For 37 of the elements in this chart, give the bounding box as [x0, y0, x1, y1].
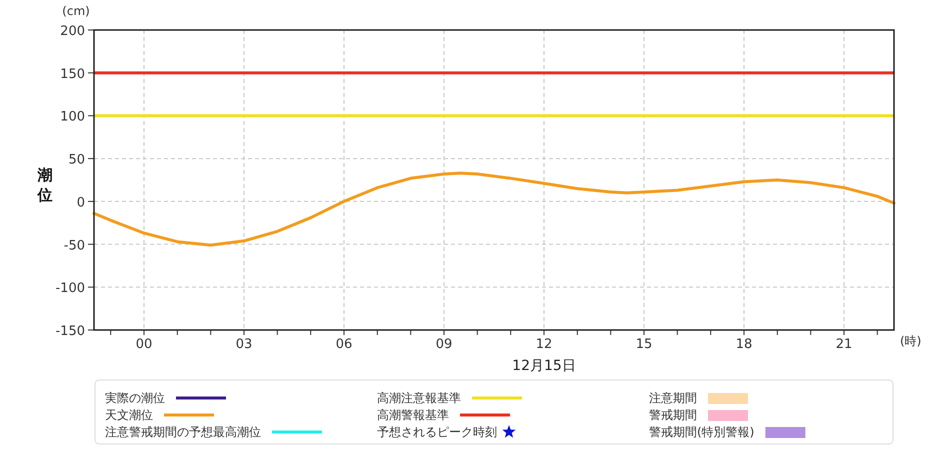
x-tick-label: 03	[236, 337, 252, 352]
y-tick-label: -150	[55, 324, 85, 339]
x-tick-label: 18	[736, 337, 752, 352]
y-tick-label: -50	[64, 238, 85, 254]
legend-item: 高潮警報基準	[377, 408, 510, 422]
y-tick-label: 0	[76, 195, 85, 210]
x-axis-title: (時)	[900, 334, 922, 348]
legend-item: 注意期間	[649, 391, 748, 405]
legend-item: 実際の潮位	[105, 391, 226, 405]
x-tick-label: 00	[136, 337, 152, 352]
legend-item: 警戒期間	[649, 408, 748, 422]
legend-item: 天文潮位	[105, 408, 214, 422]
text: (cm)	[62, 4, 90, 18]
legend-label: 注意期間	[649, 391, 697, 405]
x-tick-label: 21	[836, 337, 852, 352]
y-axis-title: 潮位	[36, 166, 52, 204]
x-tick-label: 09	[436, 337, 452, 352]
legend-label: 高潮警報基準	[377, 408, 449, 422]
legend-label: 高潮注意報基準	[377, 391, 461, 405]
legend-item: 注意警戒期間の予想最高潮位	[105, 425, 322, 439]
x-tick-label: 15	[636, 337, 652, 352]
legend-item: 警戒期間(特別警報)	[649, 425, 806, 439]
legend-label: 警戒期間	[649, 408, 697, 422]
x-tick-label: 12	[536, 337, 552, 352]
legend-item: 予想されるピーク時刻	[377, 425, 516, 439]
legend-label: 実際の潮位	[105, 391, 165, 405]
y-tick-label: 200	[60, 24, 85, 39]
legend-label: 注意警戒期間の予想最高潮位	[105, 425, 261, 439]
y-tick-label: 100	[60, 110, 85, 125]
y-tick-label: 50	[68, 152, 85, 168]
x-tick-label: 06	[336, 337, 352, 352]
y-tick-label: 150	[60, 66, 85, 82]
legend-label: 天文潮位	[105, 408, 153, 422]
text: 12月15日	[512, 358, 576, 374]
y-tick-label: -100	[55, 281, 85, 296]
legend-item: 高潮注意報基準	[377, 391, 522, 405]
legend-label: 警戒期間(特別警報)	[649, 425, 754, 439]
